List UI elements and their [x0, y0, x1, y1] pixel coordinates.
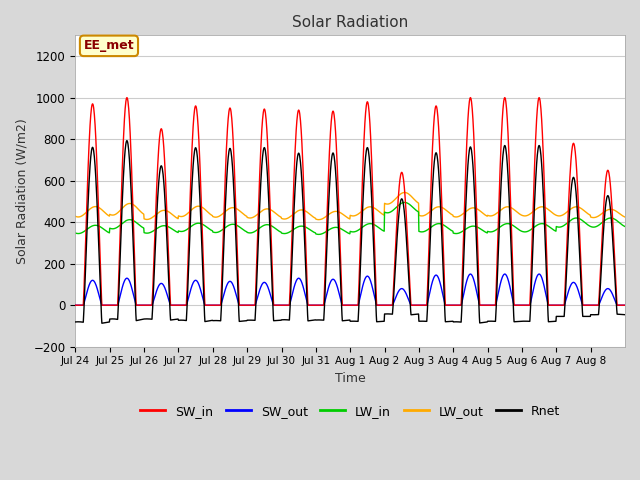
SW_out [614, 302, 621, 308]
SW_out [621, 302, 628, 308]
Line: SW_out: SW_out [76, 274, 625, 305]
SW_in [621, 302, 628, 308]
LW_out [157, 208, 165, 214]
LW_in [336, 225, 344, 231]
LW_in [401, 200, 408, 205]
LW_out [315, 217, 323, 223]
SW_in [123, 95, 131, 100]
Rnet [98, 320, 106, 326]
SW_in [72, 302, 79, 308]
Rnet [561, 309, 568, 314]
Rnet [72, 319, 79, 325]
LW_in [480, 228, 488, 234]
LW_out [401, 190, 408, 195]
LW_out [326, 211, 333, 217]
LW_in [621, 224, 628, 229]
Line: LW_in: LW_in [76, 203, 625, 234]
X-axis label: Time: Time [335, 372, 365, 385]
Line: Rnet: Rnet [76, 141, 625, 323]
SW_out [157, 280, 165, 286]
LW_in [614, 219, 622, 225]
Rnet [614, 312, 622, 317]
SW_out [467, 271, 474, 277]
LW_out [336, 209, 344, 215]
LW_out [561, 211, 568, 217]
Y-axis label: Solar Radiation (W/m2): Solar Radiation (W/m2) [15, 118, 28, 264]
LW_out [621, 214, 628, 220]
Line: SW_in: SW_in [76, 97, 625, 305]
Line: LW_out: LW_out [76, 192, 625, 220]
SW_in [326, 149, 333, 155]
SW_out [480, 302, 488, 308]
Rnet [621, 312, 628, 318]
SW_in [561, 302, 568, 308]
Rnet [158, 164, 166, 170]
LW_in [561, 222, 568, 228]
Rnet [337, 270, 344, 276]
Rnet [123, 138, 131, 144]
SW_out [72, 302, 79, 308]
SW_out [335, 292, 343, 298]
Legend: SW_in, SW_out, LW_in, LW_out, Rnet: SW_in, SW_out, LW_in, LW_out, Rnet [135, 400, 565, 423]
SW_in [614, 302, 621, 308]
SW_out [561, 302, 568, 308]
Rnet [326, 179, 333, 184]
LW_out [480, 211, 488, 217]
SW_in [158, 126, 166, 132]
LW_in [326, 227, 333, 232]
SW_out [325, 283, 333, 288]
Text: EE_met: EE_met [84, 39, 134, 52]
Title: Solar Radiation: Solar Radiation [292, 15, 408, 30]
SW_in [480, 302, 488, 308]
LW_out [614, 210, 622, 216]
LW_in [72, 230, 79, 236]
LW_in [315, 231, 323, 237]
LW_in [157, 223, 165, 229]
LW_out [72, 214, 79, 219]
Rnet [480, 319, 488, 325]
SW_in [336, 236, 344, 241]
